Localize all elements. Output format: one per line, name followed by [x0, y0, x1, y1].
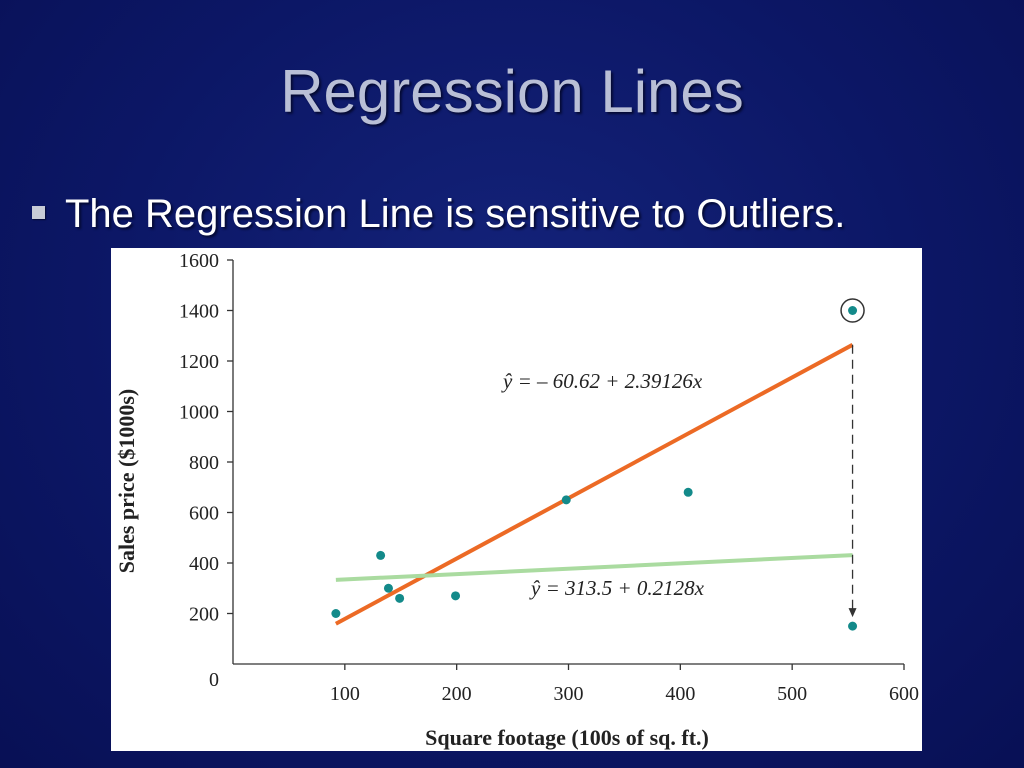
y-tick-label: 600: [189, 503, 219, 525]
y-tick-label: 1600: [179, 250, 219, 272]
outlier-highlight-circle: [840, 298, 865, 323]
bullet-text: The Regression Line is sensitive to Outl…: [65, 192, 846, 236]
data-point: [383, 583, 393, 593]
y-tick-label: 400: [189, 553, 219, 575]
chart-labels: Square footage (100s of sq. ft.) Sales p…: [114, 369, 709, 750]
slide-title: Regression Lines: [280, 58, 744, 125]
square-bullet-icon: [32, 205, 45, 219]
data-point: [848, 621, 858, 631]
y-tick-label: 0: [209, 669, 219, 691]
equation-with-outlier: ŷ = – 60.62 + 2.39126x: [501, 369, 703, 393]
y-axis-label: Sales price ($1000s): [114, 389, 139, 574]
x-tick-label: 600: [889, 683, 919, 705]
x-tick-label: 400: [665, 683, 695, 705]
outlier-move-arrowhead: [848, 608, 857, 618]
outlier-point: [848, 306, 858, 315]
y-tick-label: 200: [189, 604, 219, 626]
y-tick-label: 800: [189, 452, 219, 474]
data-point: [561, 495, 571, 505]
regression-lines: [334, 343, 857, 626]
chart-figure: 0 200 400 600 800 1000 1200 1400 1600 100 200 300 40…: [111, 248, 922, 751]
x-axis-label: Square footage (100s of sq. ft.): [425, 725, 709, 750]
data-point: [376, 550, 386, 560]
scatter-chart: 0 200 400 600 800 1000 1200 1400 1600 100 200 300 40…: [114, 250, 919, 750]
x-tick-label: 500: [777, 683, 807, 705]
x-tick-label: 100: [330, 683, 360, 705]
x-tick-label: 300: [554, 683, 584, 705]
bullet-item: The Regression Line is sensitive to Outl…: [32, 194, 845, 234]
data-points: [331, 298, 865, 631]
x-tick-label: 200: [442, 683, 472, 705]
axes: 0 200 400 600 800 1000 1200 1400 1600 100 200 300 40…: [179, 250, 919, 705]
y-tick-label: 1200: [179, 351, 219, 373]
data-point: [451, 591, 461, 601]
y-tick-label: 1000: [179, 402, 219, 424]
data-point: [683, 487, 693, 497]
data-point: [395, 593, 405, 603]
equation-without-outlier: ŷ = 313.5 + 0.2128x: [529, 576, 705, 600]
y-tick-label: 1400: [179, 301, 219, 323]
data-point: [331, 609, 341, 618]
regression-line-without-outlier: [335, 553, 853, 582]
